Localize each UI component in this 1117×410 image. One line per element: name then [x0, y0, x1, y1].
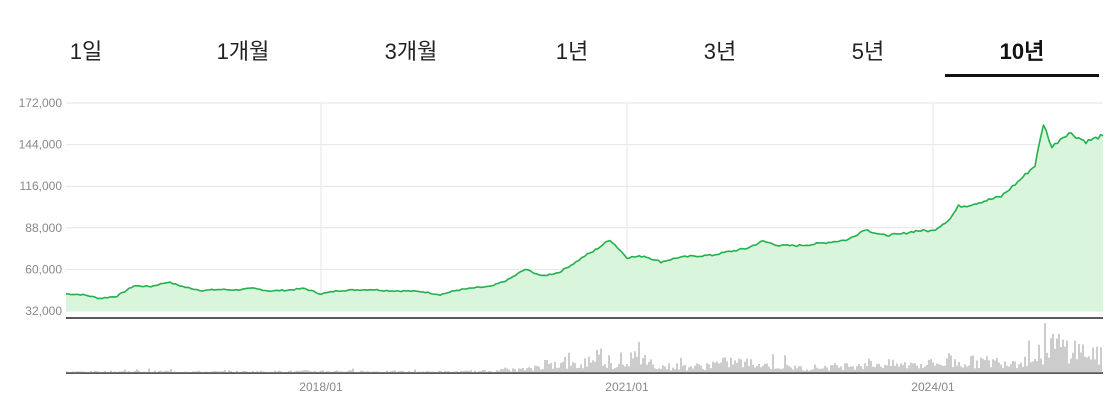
- tab-1-day[interactable]: 1일: [69, 39, 103, 64]
- y-tick-label: 144,000: [19, 138, 63, 152]
- price-area-fill: [66, 125, 1103, 311]
- tab-1-month[interactable]: 1개월: [216, 39, 270, 64]
- price-line: [66, 124, 1104, 300]
- tab-5-years[interactable]: 5년: [851, 39, 885, 64]
- tab-10-years[interactable]: 10년: [999, 39, 1045, 64]
- period-tabs: 1일 1개월 3개월 1년 3년 5년 10년: [0, 0, 1117, 82]
- active-tab-indicator: [945, 74, 1099, 77]
- y-tick-label: 88,000: [25, 221, 62, 235]
- x-tick-label: 2021/01: [605, 380, 649, 394]
- tab-1-year[interactable]: 1년: [555, 39, 589, 64]
- x-tick-label: 2018/01: [299, 380, 343, 394]
- tab-3-months[interactable]: 3개월: [384, 39, 438, 64]
- x-tick-label: 2024/01: [911, 380, 955, 394]
- y-tick-label: 116,000: [20, 179, 63, 193]
- y-tick-label: 172,000: [19, 96, 63, 110]
- tab-3-years[interactable]: 3년: [703, 39, 737, 64]
- y-tick-label: 32,000: [25, 304, 62, 318]
- y-tick-label: 60,000: [25, 262, 62, 276]
